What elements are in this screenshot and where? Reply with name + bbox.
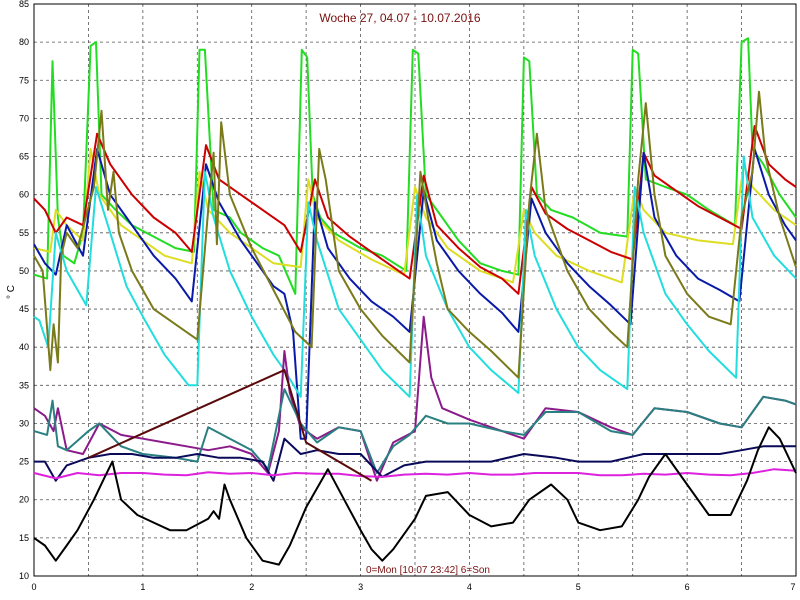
series-group [33, 37, 797, 566]
x-tick-label: 3 [358, 582, 363, 592]
x-tick-label: 1 [140, 582, 145, 592]
series-line-10 [33, 468, 797, 480]
y-tick-label: 30 [19, 418, 29, 428]
y-tick-label: 25 [19, 457, 29, 467]
y-tick-label: 85 [19, 0, 29, 9]
series-line-8 [33, 388, 797, 474]
x-tick-label: 6 [685, 582, 690, 592]
y-tick-label: 60 [19, 190, 29, 200]
y-tick-label: 70 [19, 113, 29, 123]
y-tick-label: 10 [19, 571, 29, 581]
y-tick-label: 80 [19, 37, 29, 47]
series-line-6 [33, 90, 797, 379]
series-line-3 [33, 125, 797, 295]
plot-frame [33, 3, 797, 577]
x-tick-label: 7 [790, 582, 795, 592]
chart-title: Woche 27, 04.07 - 10.07.2016 [319, 11, 481, 25]
x-tick-label: 4 [467, 582, 472, 592]
y-tick-label: 55 [19, 228, 29, 238]
x-tick-label: 0 [31, 582, 36, 592]
series-line-12 [87, 369, 373, 482]
y-tick-label: 40 [19, 342, 29, 352]
x-axis-note: 0=Mon [10.07 23:42] 6=Son [366, 565, 490, 576]
y-tick-label: 50 [19, 266, 29, 276]
y-axis-label: ° C [6, 285, 17, 299]
y-tick-label: 15 [19, 533, 29, 543]
x-tick-label: 2 [249, 582, 254, 592]
series-line-11 [33, 426, 797, 566]
y-tick-label: 45 [19, 304, 29, 314]
x-tick-label: 5 [576, 582, 581, 592]
series-line-5 [33, 155, 797, 398]
y-tick-label: 75 [19, 75, 29, 85]
series-line-2 [33, 147, 797, 284]
y-tick-label: 20 [19, 495, 29, 505]
y-tick-label: 65 [19, 152, 29, 162]
y-tick-label: 35 [19, 380, 29, 390]
series-line-4 [33, 147, 797, 440]
